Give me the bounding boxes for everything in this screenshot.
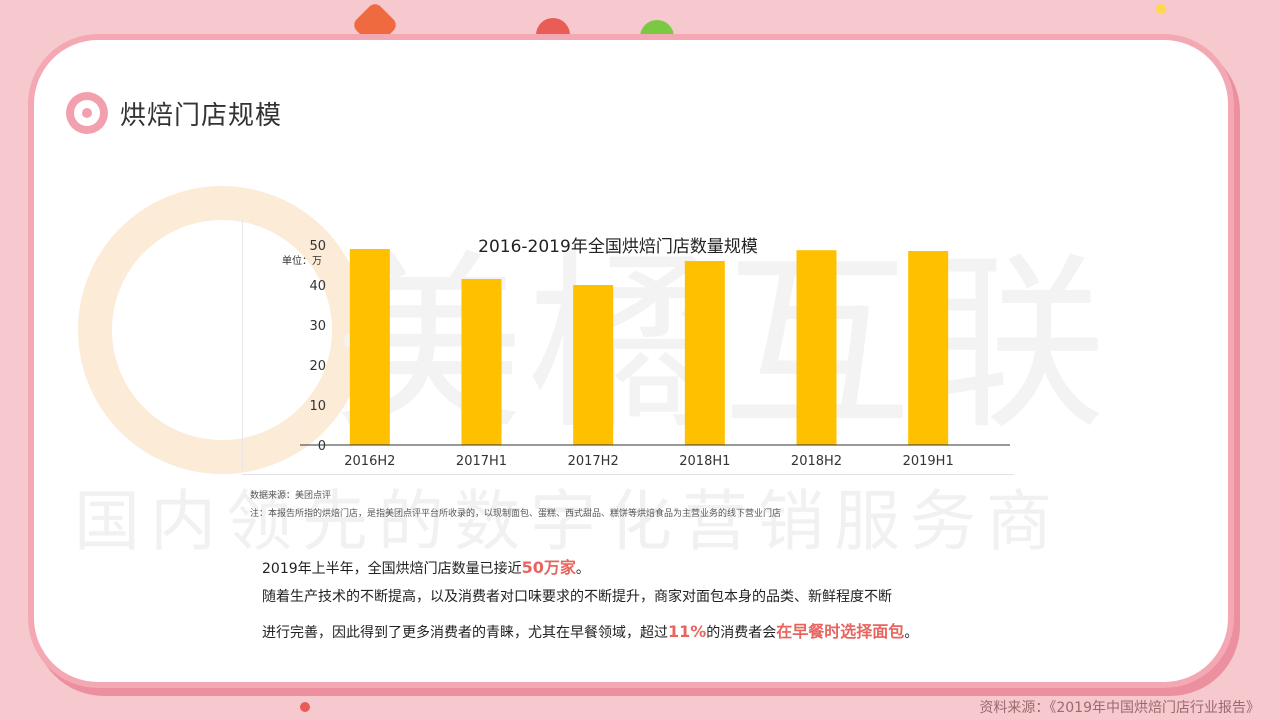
summary-text: 。 xyxy=(575,561,590,577)
summary-line-1: 2019年上半年，全国烘焙门店数量已接近50万家。 xyxy=(262,554,590,578)
highlight-breakfast: 在早餐时选择面包 xyxy=(776,622,905,641)
watermark-slogan: 国内领先的数字化营销服务商 xyxy=(74,483,1062,560)
x-tick-label: 2018H2 xyxy=(791,454,842,469)
x-tick-label: 2016H2 xyxy=(344,454,395,469)
highlight-percentage: 11% xyxy=(668,622,707,641)
page-title: 烘焙门店规模 xyxy=(120,100,283,131)
y-tick-label: 10 xyxy=(309,399,326,414)
content-card: 美橘互联 国内领先的数字化营销服务商 烘焙门店规模 2016-2019年全国烘焙… xyxy=(34,40,1228,682)
decor-dot-red xyxy=(300,702,310,712)
donut-icon xyxy=(66,92,108,134)
summary-text: 进行完善，因此得到了更多消费者的青睐，尤其在早餐领域，超过 xyxy=(262,625,668,641)
bar-2016H2 xyxy=(349,249,390,445)
chart-separator xyxy=(242,474,1014,475)
highlight-store-count: 50万家 xyxy=(521,558,576,577)
y-tick-label: 20 xyxy=(309,359,326,374)
header: 烘焙门店规模 xyxy=(66,92,282,134)
x-tick-label: 2018H1 xyxy=(679,454,730,469)
chart-source-note: 数据来源：美团点评 xyxy=(250,491,332,501)
x-tick-label: 2019H1 xyxy=(903,454,954,469)
y-tick-label: 50 xyxy=(309,239,326,254)
summary-text: 的消费者会 xyxy=(706,625,777,641)
bar-2018H2 xyxy=(796,250,837,445)
summary-text: 。 xyxy=(904,625,919,641)
summary-line-3: 进行完善，因此得到了更多消费者的青睐，尤其在早餐领域，超过11%的消费者会在早餐… xyxy=(262,618,918,642)
decor-dot-yellow xyxy=(1156,4,1166,14)
summary-line-2: 随着生产技术的不断提高，以及消费者对口味要求的不断提升，商家对面包本身的品类、新… xyxy=(262,589,892,605)
y-tick-label: 40 xyxy=(309,279,326,294)
x-tick-label: 2017H2 xyxy=(568,454,619,469)
chart-frame-line xyxy=(242,220,243,470)
footer-source: 资料来源：《2019年中国烘焙门店行业报告》 xyxy=(979,700,1260,716)
y-tick-label: 30 xyxy=(309,319,326,334)
chart-definition-note: 注：本报告所指的烘焙门店，是指美团点评平台所收录的，以现制面包、蛋糕、西式甜品、… xyxy=(250,509,782,519)
bar-chart: 2016-2019年全国烘焙门店数量规模 单位：万 0 10 20 30 40 50 20… xyxy=(282,237,1010,469)
chart-title: 2016-2019年全国烘焙门店数量规模 xyxy=(478,237,758,257)
summary-text: 2019年上半年，全国烘焙门店数量已接近 xyxy=(262,561,522,577)
y-tick-label: 0 xyxy=(318,439,326,454)
bar-2017H1 xyxy=(461,279,502,445)
chart-unit-label: 单位：万 xyxy=(282,254,322,267)
bar-2019H1 xyxy=(908,251,949,445)
bar-2018H1 xyxy=(684,261,725,445)
x-tick-label: 2017H1 xyxy=(456,454,507,469)
bar-2017H2 xyxy=(573,285,614,445)
